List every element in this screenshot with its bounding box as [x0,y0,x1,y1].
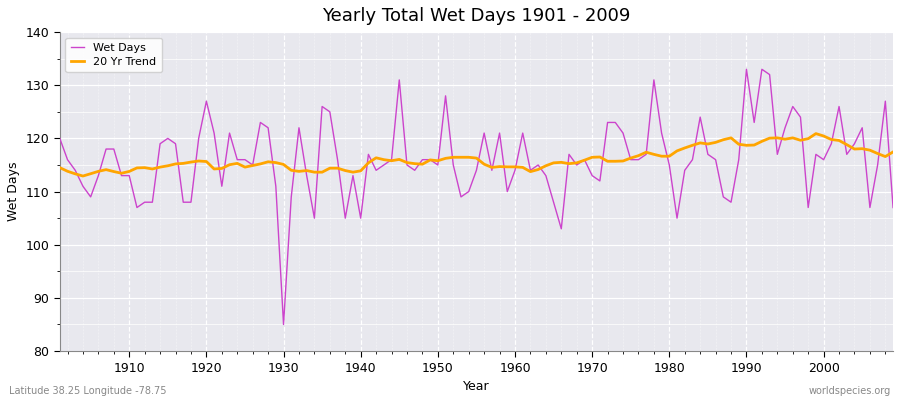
Wet Days [610,120,621,125]
Wet Days [278,322,289,327]
Y-axis label: Wet Days: Wet Days [7,162,20,221]
20 Yr Trend [811,131,822,136]
Wet Days [116,173,127,178]
20 Yr Trend [340,168,351,173]
Legend: Wet Days, 20 Yr Trend: Wet Days, 20 Yr Trend [66,38,162,72]
Title: Yearly Total Wet Days 1901 - 2009: Yearly Total Wet Days 1901 - 2009 [322,7,631,25]
Wet Days [54,136,65,141]
Text: Latitude 38.25 Longitude -78.75: Latitude 38.25 Longitude -78.75 [9,386,166,396]
20 Yr Trend [509,164,520,169]
Wet Days [340,216,351,220]
20 Yr Trend [610,159,621,164]
20 Yr Trend [54,165,65,170]
Wet Days [293,125,304,130]
X-axis label: Year: Year [464,380,490,393]
Line: 20 Yr Trend: 20 Yr Trend [59,134,893,176]
Text: worldspecies.org: worldspecies.org [809,386,891,396]
Wet Days [887,205,898,210]
Wet Days [509,168,520,173]
Wet Days [741,67,751,72]
20 Yr Trend [124,169,135,174]
Wet Days [518,131,528,136]
20 Yr Trend [293,169,304,174]
20 Yr Trend [518,165,528,170]
Line: Wet Days: Wet Days [59,69,893,324]
20 Yr Trend [77,174,88,178]
20 Yr Trend [887,150,898,154]
